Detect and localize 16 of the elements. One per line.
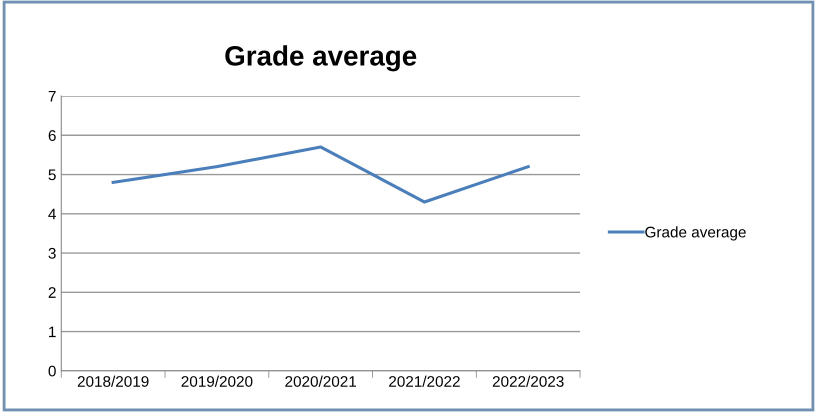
chart-title: Grade average: [225, 45, 416, 72]
line-series: [112, 146, 530, 204]
x-tick-label: 2022/2023: [492, 376, 564, 387]
x-tick-label: 2019/2020: [182, 376, 252, 387]
y-tick-label: 4: [48, 208, 56, 220]
y-tick-label: 7: [48, 91, 56, 102]
x-tick-label: 2021/2022: [389, 376, 460, 387]
y-tick-label: 5: [48, 170, 56, 180]
y-tick-label: 0: [48, 366, 56, 376]
x-tick-label: 2018/2019: [78, 376, 149, 387]
x-tick-label: 2020/2021: [285, 376, 356, 387]
y-tick-label: 2: [48, 287, 56, 298]
legend-label: Grade average: [645, 226, 746, 241]
y-tick-label: 3: [48, 248, 56, 259]
y-tick-label: 6: [48, 130, 56, 141]
y-tick-label: 1: [49, 326, 56, 338]
